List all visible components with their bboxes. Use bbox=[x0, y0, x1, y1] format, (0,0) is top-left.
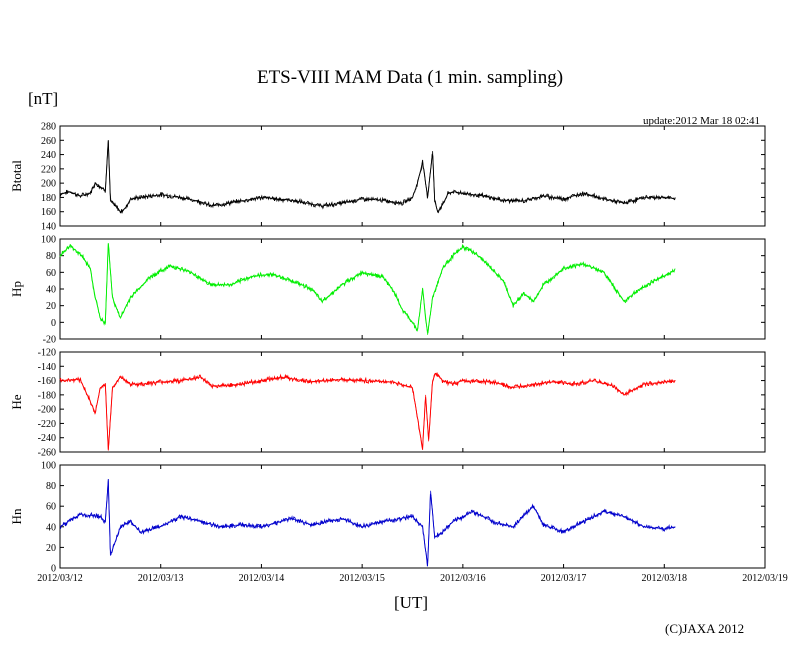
y-tick-label: 0 bbox=[51, 318, 56, 329]
y-tick-label: -20 bbox=[43, 335, 56, 346]
y-tick-label: 200 bbox=[41, 179, 56, 190]
panel-frame-btotal bbox=[59, 125, 766, 227]
series-trace-hp bbox=[59, 243, 675, 335]
y-tick-label: 0 bbox=[51, 564, 56, 575]
y-tick-label: -220 bbox=[38, 419, 56, 430]
unit-label: [nT] bbox=[28, 89, 58, 108]
panels: 280260240220200180160140Btotal1008060402… bbox=[9, 122, 788, 585]
y-tick-label: 240 bbox=[41, 150, 56, 161]
series-line-hp bbox=[59, 243, 676, 333]
y-tick-label: -140 bbox=[38, 362, 56, 373]
x-tick-label: 2012/03/18 bbox=[642, 573, 688, 584]
y-tick-label: -120 bbox=[38, 348, 56, 359]
y-tick-label: 140 bbox=[41, 222, 56, 233]
series-line-hn bbox=[60, 478, 676, 567]
y-tick-label: -240 bbox=[38, 433, 56, 444]
series-line-he bbox=[59, 372, 676, 450]
x-tick-label: 2012/03/15 bbox=[339, 573, 385, 584]
y-tick-label: 220 bbox=[41, 164, 56, 175]
y-tick-label: -200 bbox=[38, 405, 56, 416]
y-tick-label: 80 bbox=[46, 481, 56, 492]
y-axis-label-hp: Hp bbox=[9, 281, 24, 297]
x-axis-label: [UT] bbox=[394, 593, 428, 612]
y-tick-label: -160 bbox=[38, 376, 56, 387]
y-tick-label: 40 bbox=[46, 522, 56, 533]
y-tick-label: 20 bbox=[46, 543, 56, 554]
x-tick-label: 2012/03/13 bbox=[138, 573, 184, 584]
series-trace-he bbox=[59, 372, 676, 451]
y-tick-label: -180 bbox=[38, 390, 56, 401]
series-trace-hn bbox=[59, 480, 676, 566]
y-axis-label-he: He bbox=[9, 394, 24, 409]
y-tick-label: 260 bbox=[41, 136, 56, 147]
x-tick-label: 2012/03/16 bbox=[440, 573, 486, 584]
y-tick-label: 80 bbox=[46, 251, 56, 262]
y-tick-label: 160 bbox=[41, 207, 56, 218]
y-tick-label: 40 bbox=[46, 285, 56, 296]
panel-frame-he bbox=[59, 351, 766, 453]
y-tick-label: 280 bbox=[41, 122, 56, 133]
chart-title: ETS-VIII MAM Data (1 min. sampling) bbox=[257, 67, 563, 88]
x-tick-label: 2012/03/19 bbox=[742, 573, 788, 584]
y-tick-label: 20 bbox=[46, 301, 56, 312]
x-tick-label: 2012/03/12 bbox=[37, 573, 83, 584]
panel-frame-hp bbox=[59, 238, 766, 340]
update-label: update:2012 Mar 18 02:41 bbox=[643, 115, 760, 127]
copyright: (C)JAXA 2012 bbox=[665, 621, 744, 636]
y-tick-label: 180 bbox=[41, 193, 56, 204]
series-trace-btotal bbox=[59, 140, 676, 213]
x-tick-label: 2012/03/14 bbox=[239, 573, 285, 584]
y-axis-label-btotal: Btotal bbox=[9, 160, 24, 192]
y-tick-label: 100 bbox=[41, 461, 56, 472]
y-tick-label: 100 bbox=[41, 235, 56, 246]
y-tick-label: 60 bbox=[46, 502, 56, 513]
panel-frame-hn bbox=[59, 464, 766, 569]
y-tick-label: 60 bbox=[46, 268, 56, 279]
y-tick-label: -260 bbox=[38, 448, 56, 459]
series-line-btotal bbox=[59, 140, 676, 214]
x-tick-label: 2012/03/17 bbox=[541, 573, 587, 584]
y-axis-label-hn: Hn bbox=[9, 508, 24, 524]
